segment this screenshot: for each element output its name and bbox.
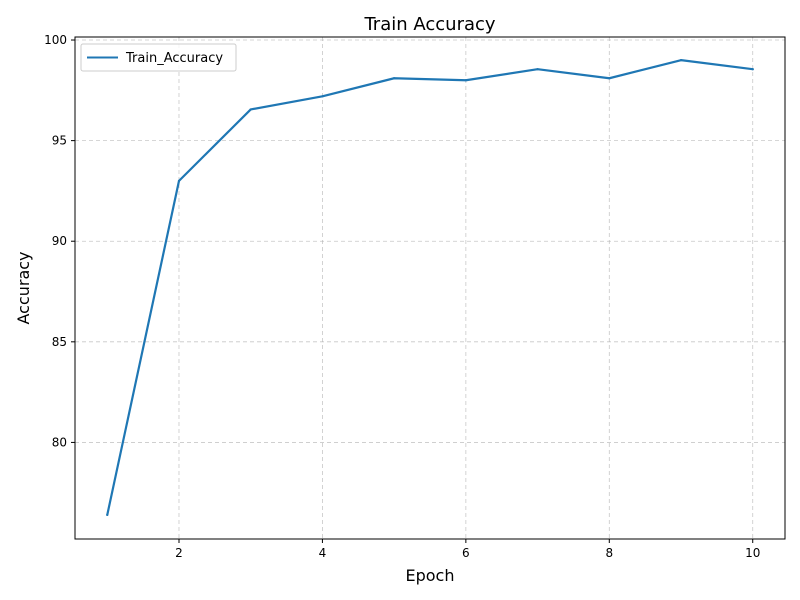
series-line <box>106 59 754 516</box>
legend: Train_Accuracy <box>80 43 237 72</box>
data-point <box>608 77 611 80</box>
data-point <box>751 68 754 71</box>
x-tick-label: 10 <box>745 546 760 560</box>
data-point <box>106 513 109 516</box>
y-tick-label: 80 <box>52 435 67 449</box>
y-tick-label: 90 <box>52 234 67 248</box>
data-point <box>464 79 467 82</box>
x-tick-label: 8 <box>605 546 613 560</box>
data-point <box>679 59 683 62</box>
data-point <box>536 68 539 71</box>
grid <box>75 37 785 539</box>
x-tick-label: 4 <box>319 546 327 560</box>
x-tick-label: 6 <box>462 546 470 560</box>
chart-title: Train Accuracy <box>363 14 495 35</box>
x-tick-label: 2 <box>175 546 183 560</box>
y-tick-label: 100 <box>44 33 67 47</box>
data-point <box>249 108 252 111</box>
data-point <box>321 95 324 98</box>
y-tick-label: 95 <box>52 134 67 148</box>
y-tick-label: 85 <box>52 335 67 349</box>
data-point <box>393 77 396 80</box>
x-axis-label: Epoch <box>406 566 455 585</box>
data-point <box>177 179 181 182</box>
legend-box <box>80 43 237 72</box>
axis-ticks: 2 4 6 8 10 80 85 90 95 100 <box>44 33 760 560</box>
plot-frame <box>74 36 786 540</box>
series-layer <box>106 59 754 516</box>
y-axis-label: Accuracy <box>14 251 33 324</box>
legend-label: Train_Accuracy <box>125 51 223 66</box>
